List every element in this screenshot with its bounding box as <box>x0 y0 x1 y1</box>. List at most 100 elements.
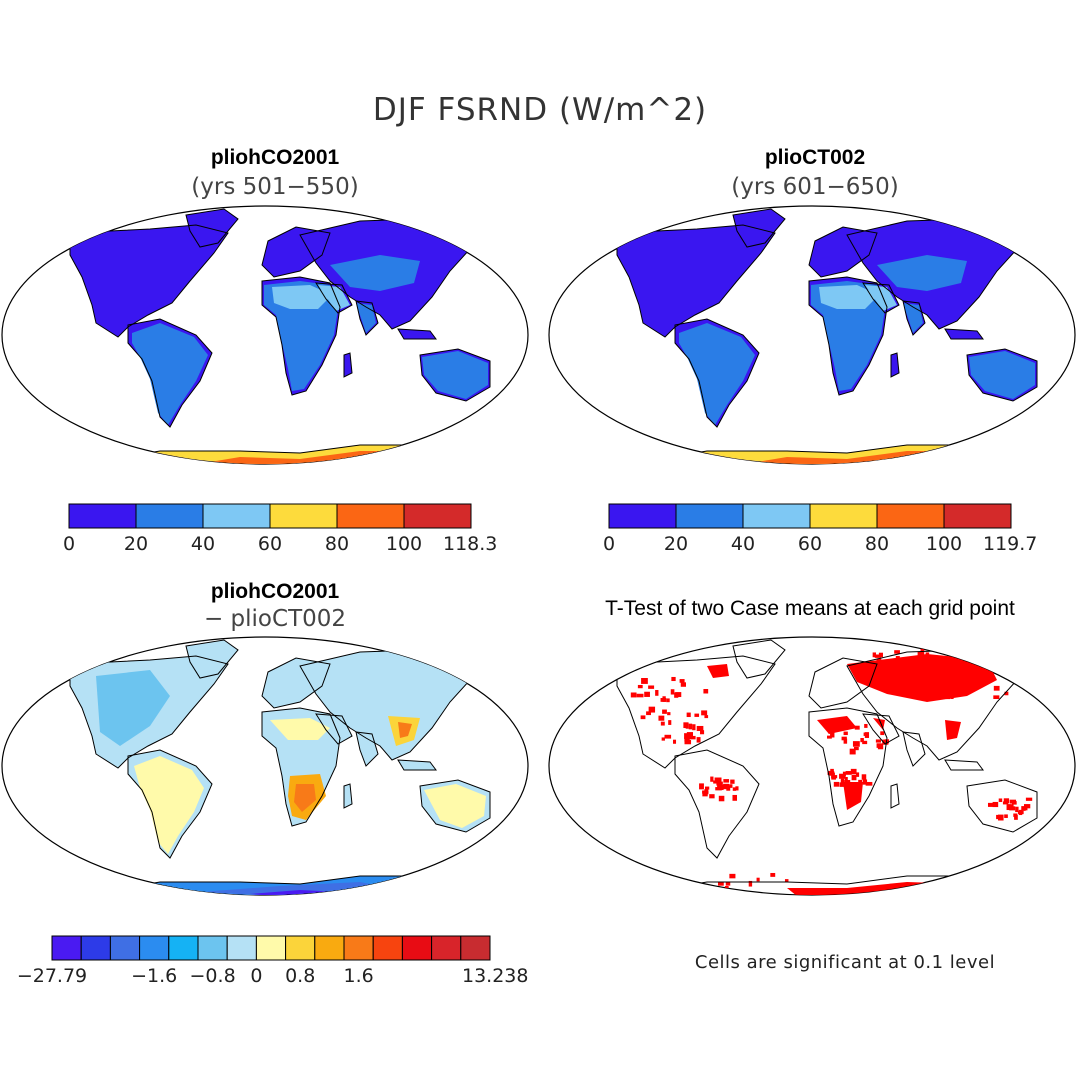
region-asia-central <box>877 255 967 291</box>
significant-cell <box>684 733 689 739</box>
significant-cell <box>756 877 760 882</box>
colorbar-box <box>372 935 403 961</box>
significant-cell <box>934 684 939 689</box>
panel-1-title: pliohCO2001 <box>210 146 340 169</box>
region-india <box>356 303 376 333</box>
significant-cell <box>679 679 685 683</box>
significant-cell <box>924 680 929 686</box>
significant-cell <box>688 723 693 730</box>
significant-cell <box>671 676 676 682</box>
significant-cell <box>718 781 723 786</box>
significant-cell <box>837 721 844 728</box>
significant-cell <box>831 772 835 777</box>
colorbar-box <box>80 935 111 961</box>
significant-cell <box>773 896 776 899</box>
colorbar-box <box>269 503 338 529</box>
region-arabia <box>865 285 897 311</box>
colorbar-box <box>139 935 170 961</box>
significant-cell <box>680 682 686 687</box>
significant-cell <box>845 771 852 775</box>
region-africa <box>811 281 885 391</box>
significant-cell <box>876 679 883 686</box>
signif-se-asia <box>945 720 961 740</box>
significant-cell <box>718 795 725 802</box>
signif-canada <box>707 664 729 678</box>
region-north-america <box>96 670 170 746</box>
significant-cell <box>683 722 689 729</box>
significant-cell <box>1002 656 1008 661</box>
colorbar-box <box>943 503 1012 529</box>
significant-cell <box>839 782 845 787</box>
colorbar-box <box>202 503 271 529</box>
significant-cell <box>872 652 877 658</box>
colorbar-tick-label: 100 <box>926 533 962 555</box>
significant-cell <box>852 741 860 747</box>
significant-cell <box>662 709 667 714</box>
significant-cell <box>675 692 682 698</box>
significant-cell <box>980 667 988 672</box>
colorbar-tick-label: 0 <box>63 533 75 555</box>
significant-cell <box>686 732 694 738</box>
colorbar-box <box>285 935 316 961</box>
significant-cell <box>977 671 985 676</box>
significant-cell <box>1004 691 1009 696</box>
significant-cell <box>684 737 690 742</box>
colorbar-box <box>343 935 374 961</box>
significant-cell <box>904 667 911 671</box>
significant-cell <box>937 656 944 663</box>
significant-cell <box>648 685 655 689</box>
significant-cell <box>877 743 884 750</box>
colorbar-box <box>608 503 677 529</box>
significant-cell <box>893 666 897 672</box>
significant-cell <box>904 663 910 668</box>
panel-2-colorbar: 0 20 40 60 80 100 119.7 <box>603 503 1037 555</box>
colorbar-tick-label: 80 <box>325 533 349 555</box>
significant-cell <box>770 872 776 877</box>
significant-cell <box>730 897 735 899</box>
colorbar-box <box>226 935 257 961</box>
colorbar-box <box>336 503 405 529</box>
significant-cell <box>844 780 851 784</box>
significant-cell <box>862 779 868 785</box>
significant-cell <box>667 712 671 716</box>
significant-cell <box>637 684 643 689</box>
significant-cell <box>895 656 900 660</box>
significant-cell <box>958 665 963 672</box>
panel-4-title: T-Test of two Case means at each grid po… <box>605 597 1015 620</box>
significant-cell <box>715 787 722 791</box>
significant-cell <box>864 732 870 738</box>
significant-cell <box>1023 804 1031 809</box>
region-india <box>903 303 923 333</box>
significant-cell <box>694 713 700 717</box>
colorbar-box <box>675 503 744 529</box>
significant-cell <box>839 773 846 779</box>
significant-cell <box>646 711 651 716</box>
colorbar-tick-label: 80 <box>865 533 889 555</box>
significant-cell <box>950 695 954 700</box>
colorbar-tick-label: −27.79 <box>17 965 87 987</box>
significant-cell <box>713 780 718 784</box>
significant-cell <box>724 886 729 891</box>
significant-cell <box>648 706 656 713</box>
significant-cell <box>684 740 692 745</box>
significant-cell <box>865 781 873 786</box>
colorbar-box <box>809 503 878 529</box>
significant-cell <box>729 873 736 879</box>
significant-cell <box>876 658 882 665</box>
panel-3-title: pliohCO2001 <box>210 580 340 603</box>
significant-cell <box>696 737 701 743</box>
significant-cell <box>983 656 987 661</box>
colorbar-tick-label: −1.6 <box>131 965 177 987</box>
significant-cell <box>927 695 933 699</box>
significant-cell <box>945 646 949 652</box>
colorbar-boxes <box>68 503 472 529</box>
colorbar-box <box>742 503 811 529</box>
region-south-america <box>679 323 755 425</box>
significant-cell <box>702 790 708 797</box>
significant-cell <box>993 685 1000 691</box>
colorbar-box <box>401 935 433 961</box>
panel-1-subtitle: (yrs 501−550) <box>191 174 359 200</box>
significant-cell <box>925 652 930 658</box>
significant-cell <box>655 690 659 696</box>
colorbar-tick-label: −0.8 <box>190 965 236 987</box>
